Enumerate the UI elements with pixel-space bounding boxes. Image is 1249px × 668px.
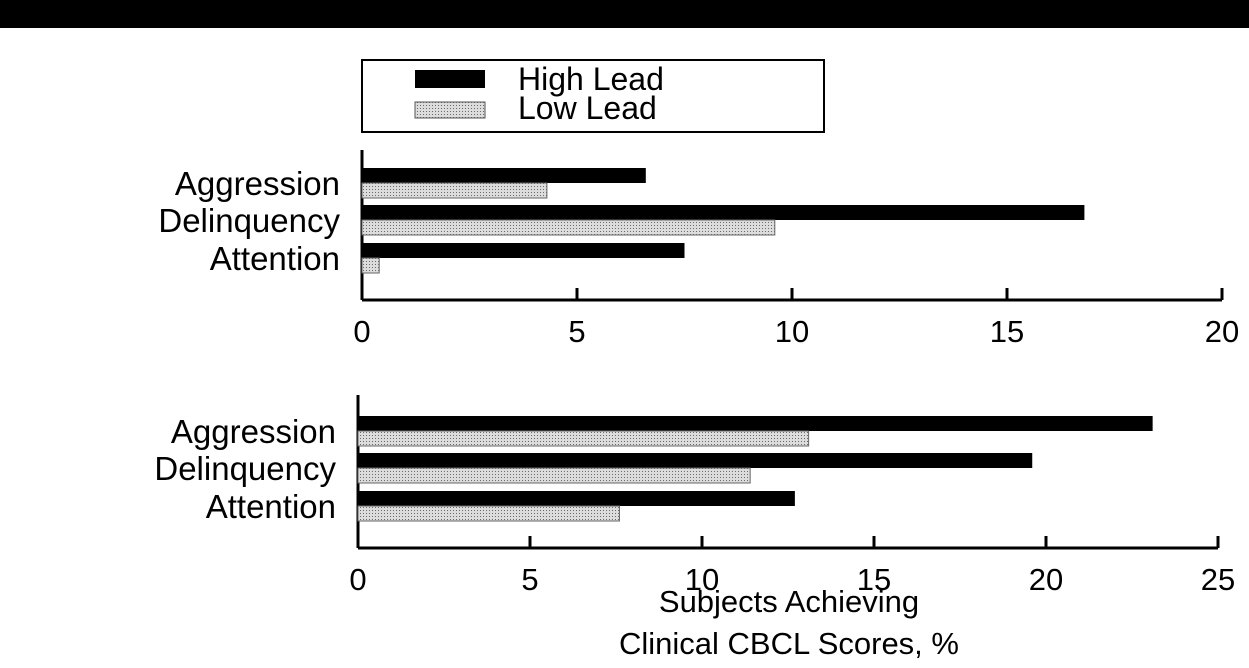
x-axis-label-line-1: Subjects Achieving <box>659 584 919 619</box>
x-tick-label: 0 <box>349 562 366 597</box>
legend-swatch-high-lead <box>415 70 485 88</box>
bar-low-lead-delinquency <box>361 219 776 236</box>
bar-low-lead-delinquency <box>357 467 751 484</box>
legend-label-low-lead: Low Lead <box>518 90 657 126</box>
top-border-bar <box>0 0 1249 28</box>
category-label-aggression: Aggression <box>171 413 336 450</box>
x-tick-label: 0 <box>353 314 370 349</box>
x-tick-label: 5 <box>521 562 538 597</box>
bar-high-lead-attention <box>358 491 795 506</box>
bar-low-lead-attention <box>361 257 380 274</box>
x-tick-label: 25 <box>1201 562 1235 597</box>
bar-high-lead-delinquency <box>362 205 1085 220</box>
x-tick-label: 20 <box>1205 314 1239 349</box>
x-tick-label: 5 <box>568 314 585 349</box>
category-label-attention: Attention <box>210 240 340 277</box>
bar-high-lead-aggression <box>362 168 646 183</box>
x-tick-label: 15 <box>857 562 891 597</box>
x-axis-label-line-2: Clinical CBCL Scores, % <box>619 626 959 661</box>
x-tick-label: 10 <box>685 562 719 597</box>
x-tick-label: 15 <box>990 314 1024 349</box>
bar-high-lead-delinquency <box>358 453 1033 468</box>
bar-high-lead-attention <box>362 243 685 258</box>
bar-low-lead-attention <box>357 505 620 522</box>
category-label-attention: Attention <box>206 488 336 525</box>
x-tick-label: 20 <box>1029 562 1063 597</box>
x-tick-label: 10 <box>775 314 809 349</box>
legend-swatch-low-lead <box>414 101 486 119</box>
category-label-delinquency: Delinquency <box>158 202 340 239</box>
bar-high-lead-aggression <box>358 416 1153 431</box>
legend-label-high-lead: High Lead <box>518 61 664 97</box>
bar-low-lead-aggression <box>357 430 810 447</box>
bar-low-lead-aggression <box>361 182 548 199</box>
category-label-aggression: Aggression <box>175 165 340 202</box>
category-label-delinquency: Delinquency <box>154 450 336 487</box>
legend: High Lead Low Lead <box>361 59 825 133</box>
